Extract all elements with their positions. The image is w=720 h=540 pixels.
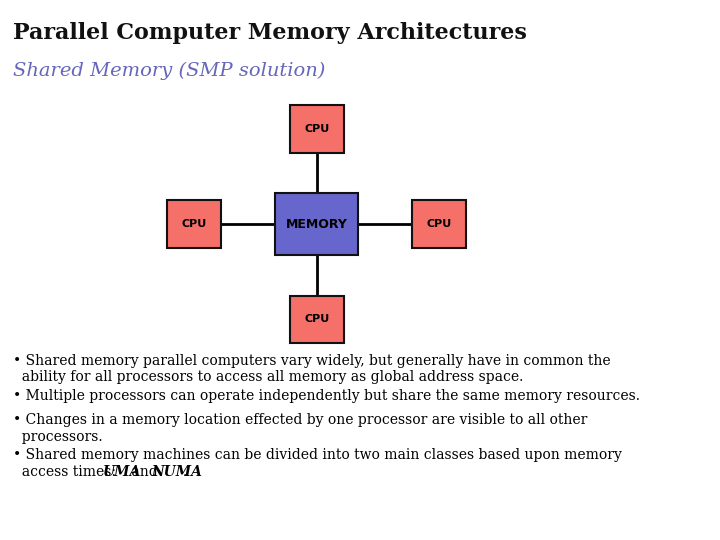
- Text: MEMORY: MEMORY: [286, 218, 348, 231]
- Text: • Shared memory parallel computers vary widely, but generally have in common the: • Shared memory parallel computers vary …: [13, 354, 611, 384]
- Text: CPU: CPU: [304, 124, 330, 134]
- Text: Parallel Computer Memory Architectures: Parallel Computer Memory Architectures: [13, 22, 527, 44]
- FancyBboxPatch shape: [412, 200, 467, 248]
- Text: CPU: CPU: [304, 314, 330, 325]
- Text: • Changes in a memory location effected by one processor are visible to all othe: • Changes in a memory location effected …: [13, 414, 588, 443]
- Text: CPU: CPU: [426, 219, 452, 229]
- FancyBboxPatch shape: [289, 295, 344, 343]
- Text: Shared Memory (SMP solution): Shared Memory (SMP solution): [13, 62, 325, 80]
- Text: and: and: [127, 465, 163, 480]
- FancyBboxPatch shape: [275, 193, 359, 255]
- Text: access times:: access times:: [13, 465, 120, 480]
- Text: .: .: [183, 465, 187, 480]
- FancyBboxPatch shape: [289, 105, 344, 152]
- Text: NUMA: NUMA: [151, 465, 202, 480]
- Text: CPU: CPU: [181, 219, 207, 229]
- Text: • Multiple processors can operate independently but share the same memory resour: • Multiple processors can operate indepe…: [13, 389, 640, 403]
- Text: • Shared memory machines can be divided into two main classes based upon memory: • Shared memory machines can be divided …: [13, 448, 622, 462]
- FancyBboxPatch shape: [167, 200, 222, 248]
- Text: UMA: UMA: [103, 465, 141, 480]
